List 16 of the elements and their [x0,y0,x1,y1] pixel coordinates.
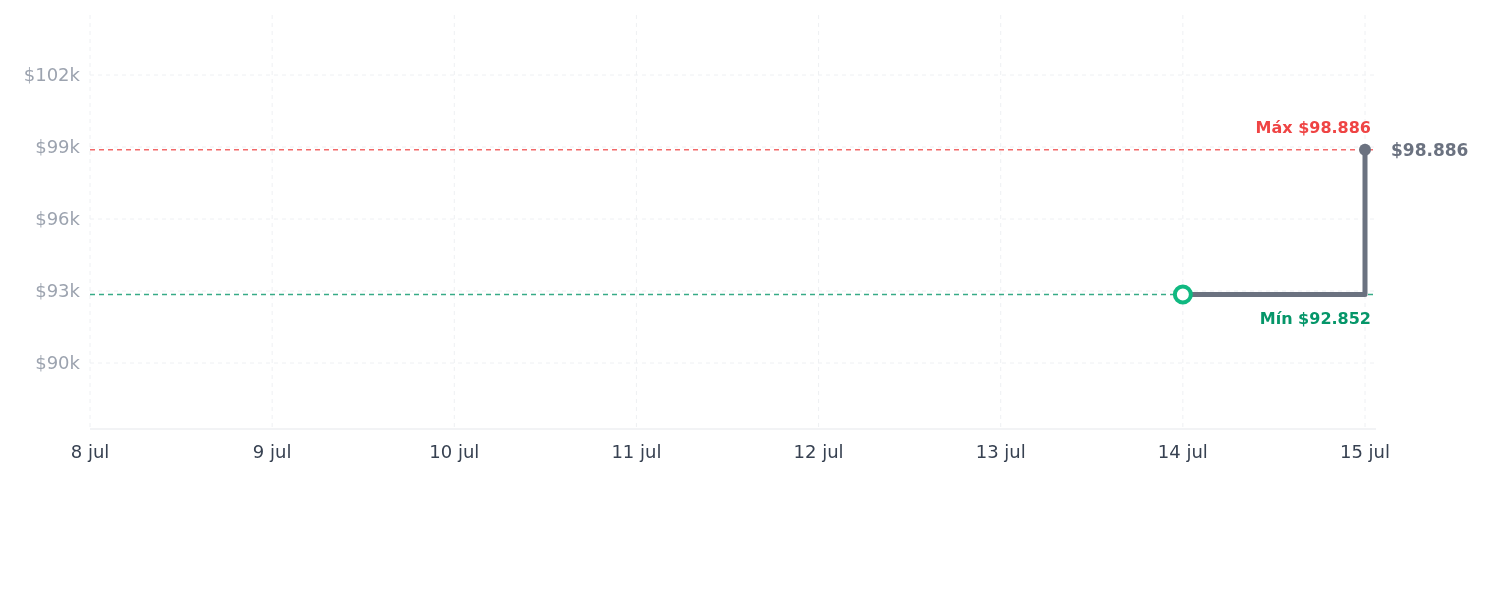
y-tick-label: $93k [35,280,81,302]
x-tick-label: 14 jul [1157,441,1208,462]
x-tick-label: 10 jul [429,441,480,462]
y-tick-label: $99k [35,136,81,158]
ref-line-label: Mín $92.852 [1259,308,1371,328]
ref-line-label: Máx $98.886 [1255,117,1371,137]
y-tick-label: $102k [23,64,81,86]
x-tick-label: 11 jul [611,441,662,462]
x-tick-label: 8 jul [70,441,110,462]
x-tick-label: 12 jul [793,441,844,462]
y-tick-label: $90k [35,352,81,374]
x-tick-label: 13 jul [975,441,1026,462]
y-tick-label: $96k [35,208,81,230]
x-tick-label: 15 jul [1339,441,1391,462]
x-tick-label: 9 jul [252,441,292,462]
data-label: $98.886 [1391,139,1469,160]
